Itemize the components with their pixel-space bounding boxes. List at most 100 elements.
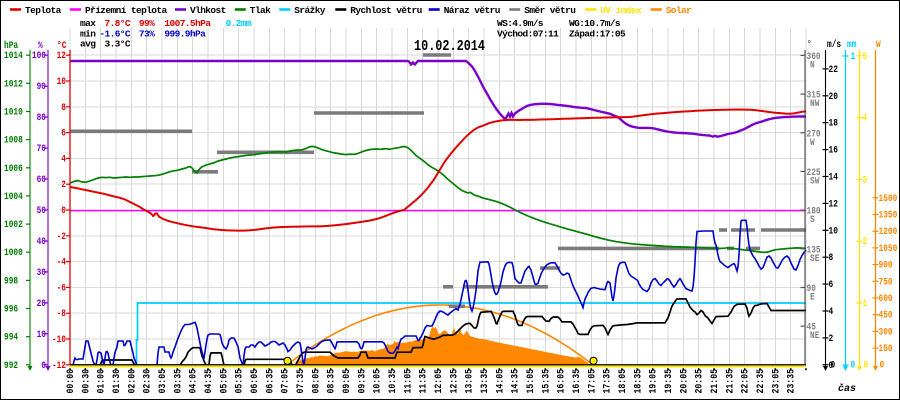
svg-text:992: 992	[4, 361, 18, 372]
svg-text:W: W	[810, 138, 815, 149]
svg-text:18:05: 18:05	[617, 369, 628, 394]
svg-text:21:35: 21:35	[724, 369, 735, 394]
svg-text:90: 90	[807, 284, 816, 295]
svg-text:998: 998	[4, 276, 18, 287]
svg-text:16:35: 16:35	[571, 369, 582, 394]
svg-text:-2: -2	[57, 232, 66, 243]
svg-text:2: 2	[61, 180, 66, 191]
svg-text:08:35: 08:35	[326, 369, 337, 394]
svg-text:%: %	[38, 41, 43, 52]
svg-text:10:35: 10:35	[387, 369, 398, 394]
svg-text:11:05: 11:05	[402, 369, 413, 394]
svg-text:21:05: 21:05	[709, 369, 720, 394]
svg-text:Západ:17:05: Západ:17:05	[569, 29, 626, 40]
svg-text:03:05: 03:05	[157, 369, 168, 394]
svg-text:NE: NE	[810, 331, 819, 342]
svg-text:06:05: 06:05	[249, 369, 260, 394]
svg-text:1050: 1050	[879, 244, 898, 255]
svg-text:0: 0	[880, 361, 885, 372]
svg-text:0: 0	[61, 206, 66, 217]
svg-text:1008: 1008	[4, 136, 23, 147]
svg-text:W: W	[876, 40, 881, 51]
svg-text:1007.5hPa: 1007.5hPa	[164, 18, 211, 29]
svg-text:10: 10	[829, 226, 838, 237]
svg-text:16:05: 16:05	[556, 369, 567, 394]
svg-text:13:05: 13:05	[464, 369, 475, 394]
svg-text:360: 360	[807, 52, 821, 63]
svg-text:60: 60	[37, 175, 46, 186]
svg-text:23:05: 23:05	[770, 369, 781, 394]
svg-text:12:05: 12:05	[433, 369, 444, 394]
svg-text:4: 4	[829, 307, 834, 318]
svg-text:10.02.2014: 10.02.2014	[414, 38, 485, 55]
svg-text:14: 14	[829, 173, 838, 184]
svg-text:Vlhkost: Vlhkost	[190, 5, 226, 16]
svg-text:19:05: 19:05	[648, 369, 659, 394]
svg-text:00:30: 00:30	[80, 369, 91, 394]
svg-text:Přízemní teplota: Přízemní teplota	[85, 5, 168, 16]
svg-text:4: 4	[863, 114, 868, 125]
svg-text:Rychlost větru: Rychlost větru	[350, 5, 422, 16]
svg-text:10:05: 10:05	[372, 369, 383, 394]
svg-text:1350: 1350	[879, 211, 898, 222]
svg-text:-12: -12	[52, 361, 66, 372]
svg-text:150: 150	[879, 344, 893, 355]
svg-text:04:35: 04:35	[203, 369, 214, 394]
svg-text:05:35: 05:35	[234, 369, 245, 394]
svg-text:max: max	[80, 18, 96, 29]
svg-text:NW: NW	[810, 99, 819, 110]
svg-text:600: 600	[879, 294, 893, 305]
svg-text:22: 22	[829, 65, 838, 76]
svg-text:08:05: 08:05	[310, 369, 321, 394]
svg-text:22:05: 22:05	[740, 369, 751, 394]
svg-text:04:05: 04:05	[188, 369, 199, 394]
svg-text:14:05: 14:05	[494, 369, 505, 394]
svg-text:19:35: 19:35	[663, 369, 674, 394]
svg-text:-6: -6	[57, 283, 66, 294]
svg-text:Tlak: Tlak	[250, 5, 271, 16]
svg-text:12: 12	[57, 51, 66, 62]
svg-text:2: 2	[829, 334, 834, 345]
svg-text:300: 300	[879, 327, 893, 338]
svg-text:70: 70	[37, 144, 46, 155]
svg-text:09:35: 09:35	[356, 369, 367, 394]
svg-text:N: N	[810, 60, 815, 71]
svg-text:180: 180	[807, 207, 821, 218]
svg-text:Solar: Solar	[666, 5, 692, 16]
svg-text:22:35: 22:35	[755, 369, 766, 394]
svg-text:3.3°C: 3.3°C	[104, 39, 130, 50]
svg-text:30: 30	[37, 268, 46, 279]
svg-text:Teplota: Teplota	[25, 5, 62, 16]
svg-text:1002: 1002	[4, 220, 23, 231]
svg-text:8: 8	[829, 253, 834, 264]
svg-text:°C: °C	[57, 40, 66, 52]
svg-text:00:00: 00:00	[65, 369, 76, 394]
svg-text:05:05: 05:05	[218, 369, 229, 394]
svg-text:73%: 73%	[139, 29, 155, 40]
svg-text:90: 90	[37, 82, 46, 93]
svg-text:18:35: 18:35	[632, 369, 643, 394]
svg-text:1: 1	[863, 299, 868, 310]
svg-text:01:30: 01:30	[111, 369, 122, 394]
svg-text:15:05: 15:05	[525, 369, 536, 394]
svg-text:45: 45	[807, 323, 816, 334]
svg-text:23:35: 23:35	[786, 369, 797, 394]
svg-text:1: 1	[851, 52, 856, 63]
svg-text:Směr větru: Směr větru	[524, 5, 576, 16]
svg-text:12: 12	[829, 199, 838, 210]
svg-text:SW: SW	[810, 176, 819, 187]
svg-text:-10: -10	[52, 335, 66, 346]
svg-text:135: 135	[807, 245, 821, 256]
svg-text:10: 10	[57, 77, 66, 88]
svg-text:11:35: 11:35	[418, 369, 429, 394]
svg-text:UV index: UV index	[600, 5, 642, 16]
svg-text:2: 2	[863, 237, 868, 248]
svg-text:3: 3	[863, 175, 868, 186]
svg-text:17:05: 17:05	[586, 369, 597, 394]
svg-text:07:35: 07:35	[295, 369, 306, 394]
svg-text:06:35: 06:35	[264, 369, 275, 394]
svg-text:7.8°C: 7.8°C	[104, 18, 130, 29]
svg-text:996: 996	[4, 305, 18, 316]
svg-text:6: 6	[61, 129, 66, 140]
svg-text:0: 0	[831, 361, 836, 372]
